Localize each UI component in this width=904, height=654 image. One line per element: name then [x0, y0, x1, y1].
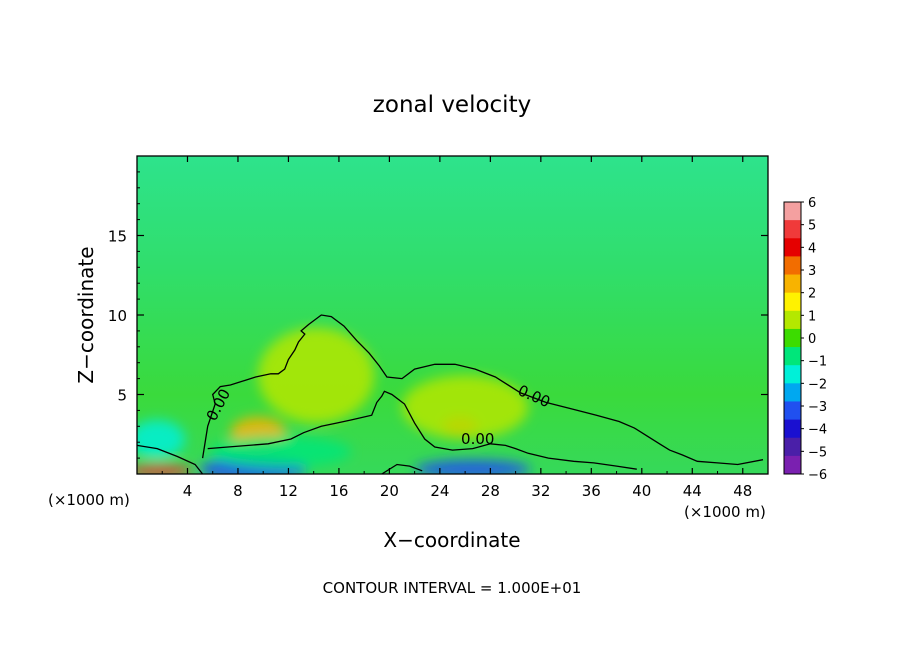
- x-tick-label: 16: [329, 482, 348, 500]
- field-patch-4: [414, 459, 531, 474]
- colorbar-swatch: [784, 437, 801, 457]
- colorbar-swatch: [784, 274, 801, 294]
- colorbar-swatch: [784, 238, 801, 257]
- colorbar-label: −6: [808, 468, 827, 483]
- colorbar-swatch: [784, 347, 801, 366]
- y-tick-label: 15: [108, 228, 127, 246]
- colorbar-label: −5: [808, 445, 827, 460]
- colorbar-swatch: [784, 292, 801, 312]
- colorbar-swatch: [784, 220, 801, 239]
- x-unit-right: (×1000 m): [684, 503, 766, 521]
- colorbar-label: 5: [808, 219, 816, 234]
- x-tick-label: 8: [233, 482, 243, 500]
- colorbar-swatch: [784, 365, 801, 384]
- colorbar-swatch: [784, 455, 801, 475]
- colorbar-label: −3: [808, 400, 827, 415]
- colorbar-label: 2: [808, 287, 816, 302]
- zero-contour-lower: [207, 390, 637, 470]
- y-axis-label: Z−coordinate: [74, 246, 98, 383]
- field-patch-6: [258, 327, 375, 424]
- colorbar-swatch: [784, 202, 801, 221]
- x-unit-left: (×1000 m): [48, 491, 130, 509]
- colorbar-swatch: [784, 310, 801, 330]
- colorbar-label: 6: [808, 196, 816, 211]
- x-tick-label: 28: [481, 482, 500, 500]
- x-tick-label: 40: [632, 482, 651, 500]
- colorbar-swatch: [784, 419, 801, 439]
- field-patch-8: [137, 419, 185, 459]
- y-tick-label: 5: [117, 387, 127, 405]
- y-tick-label: 10: [108, 307, 127, 325]
- contour-interval-footer: CONTOUR INTERVAL = 1.000E+01: [323, 579, 582, 597]
- x-tick-label: 36: [582, 482, 601, 500]
- colorbar-label: 0: [808, 332, 816, 347]
- colorbar-label: 4: [808, 241, 816, 256]
- x-tick-label: 32: [531, 482, 550, 500]
- x-axis-label: X−coordinate: [383, 528, 520, 552]
- field-patch-9: [210, 435, 352, 468]
- x-tick-label: 12: [279, 482, 298, 500]
- zero-contour-upper: [201, 314, 764, 466]
- x-tick-label: 4: [183, 482, 193, 500]
- colorbar: 6 5 4 3 2 1 0 −1 −2 −3 −4 −5 −6: [783, 196, 827, 483]
- colorbar-label: 1: [808, 309, 816, 324]
- colorbar-label: −2: [808, 377, 827, 392]
- colorbar-label: −4: [808, 423, 827, 438]
- chart-title: zonal velocity: [373, 92, 531, 118]
- colorbar-label: 3: [808, 264, 816, 279]
- colorbar-swatch: [784, 256, 801, 276]
- colorbar-swatch: [784, 328, 801, 348]
- colorbar-swatch: [784, 383, 801, 402]
- x-tick-label: 20: [380, 482, 399, 500]
- x-tick-label: 24: [430, 482, 449, 500]
- field-patch-7: [402, 375, 529, 440]
- zero-contour-surface-left: [137, 444, 204, 474]
- x-tick-label: 44: [683, 482, 702, 500]
- contour-label-3: 0.00: [461, 430, 494, 448]
- field-patch-5: [137, 464, 193, 474]
- colorbar-label: −1: [808, 355, 827, 370]
- colorbar-swatch: [784, 401, 801, 421]
- plot-area: [137, 156, 768, 474]
- x-tick-label: 48: [733, 482, 752, 500]
